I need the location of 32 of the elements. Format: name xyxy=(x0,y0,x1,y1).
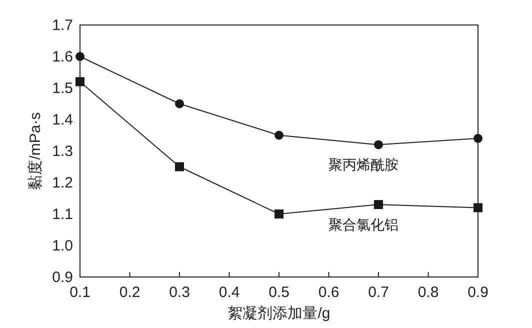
x-tick-label: 0.4 xyxy=(218,284,240,301)
x-tick-label: 0.3 xyxy=(169,284,190,301)
point xyxy=(175,99,184,108)
x-tick-label: 0.8 xyxy=(418,284,439,301)
series-label: 聚合氯化铝 xyxy=(328,216,398,233)
x-tick-label: 0.1 xyxy=(70,284,90,301)
point xyxy=(374,200,383,210)
point xyxy=(76,77,84,86)
point xyxy=(76,52,84,61)
y-tick-label: 1.3 xyxy=(52,143,73,160)
point xyxy=(474,134,482,143)
point xyxy=(175,162,184,172)
y-tick-label: 0.9 xyxy=(52,269,73,286)
x-tick-label: 0.2 xyxy=(119,284,140,301)
y-tick-label: 1.0 xyxy=(52,238,73,254)
x-tick-label: 0.5 xyxy=(268,284,290,301)
point xyxy=(474,203,482,212)
x-tick-label: 0.6 xyxy=(318,284,340,301)
y-tick-label: 1.7 xyxy=(52,17,73,34)
point xyxy=(374,140,383,150)
x-tick-label: 0.7 xyxy=(368,284,389,301)
series-label: 聚丙烯酰胺 xyxy=(328,156,398,173)
point xyxy=(274,210,284,218)
x-axis-title: 絮凝剂添加量/g xyxy=(228,305,330,322)
y-tick-label: 1.5 xyxy=(52,80,73,97)
y-axis-title: 黏度/mPa·s xyxy=(27,112,44,190)
y-tick-label: 1.1 xyxy=(52,206,73,223)
point xyxy=(274,130,284,140)
y-tick-label: 1.4 xyxy=(52,112,73,128)
x-tick-label: 0.9 xyxy=(468,284,488,301)
y-tick-label: 1.2 xyxy=(52,174,73,192)
y-tick-label: 1.6 xyxy=(52,48,73,66)
